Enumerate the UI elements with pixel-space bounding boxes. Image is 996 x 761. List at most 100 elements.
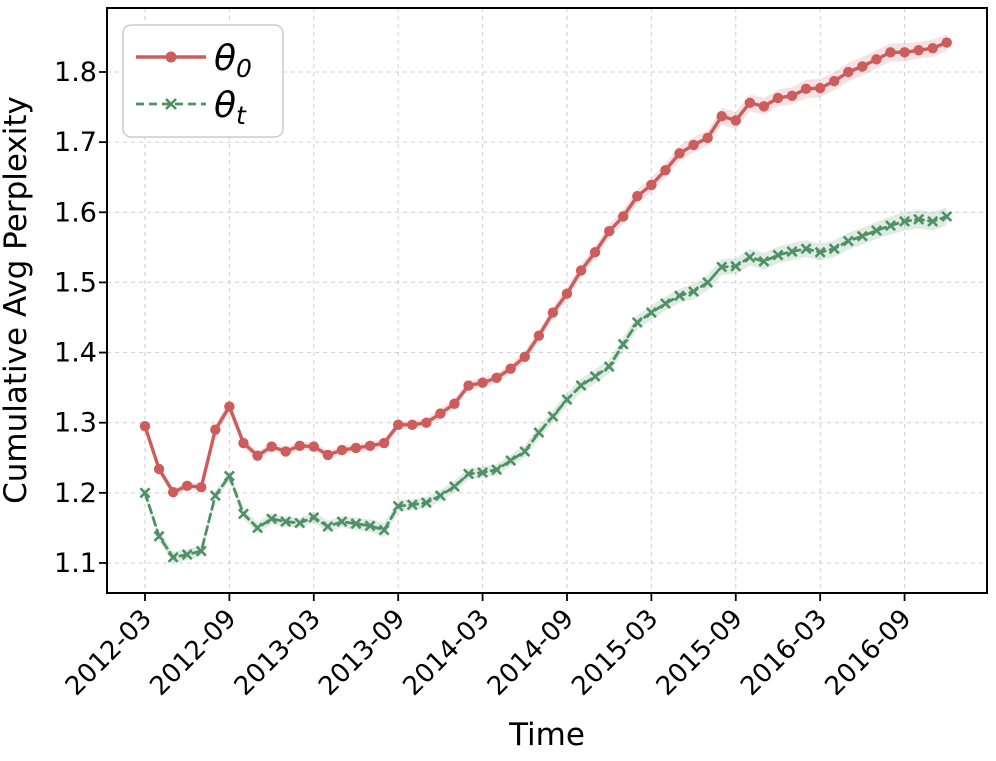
- theta_t-point: [772, 249, 784, 261]
- x-tick-label: 2013-09: [313, 604, 411, 702]
- theta0-point: [280, 446, 291, 457]
- theta_t-point: [505, 455, 517, 467]
- theta_t-point: [294, 517, 306, 529]
- theta_t-point: [420, 497, 432, 509]
- axis-ticks: [99, 71, 906, 601]
- y-tick-label: 1.7: [54, 127, 97, 158]
- theta0-point: [322, 449, 334, 461]
- theta0-point: [899, 47, 910, 58]
- theta0-point: [547, 307, 559, 318]
- theta_t-point: [842, 235, 854, 247]
- theta_t-point: [491, 464, 503, 476]
- theta0-point: [505, 363, 516, 374]
- y-tick-label: 1.1: [54, 548, 97, 579]
- theta_t-point: [252, 522, 264, 534]
- y-tick-label: 1.4: [54, 338, 97, 369]
- theta_t-confidence-band: [145, 207, 947, 563]
- x-tick-label: 2012-09: [144, 604, 242, 702]
- theta0-point: [941, 37, 952, 48]
- theta0-point: [829, 75, 840, 87]
- theta0-point: [885, 47, 896, 58]
- theta0-point: [224, 401, 235, 412]
- theta_t-point: [786, 246, 798, 258]
- theta_t-point: [899, 215, 911, 227]
- grid: [107, 8, 987, 593]
- theta_t-point: [181, 549, 193, 561]
- theta_t-point: [645, 307, 657, 319]
- theta0-point: [477, 377, 488, 388]
- theta0-point: [660, 164, 671, 176]
- theta0-point: [252, 450, 263, 461]
- theta0-point: [927, 42, 938, 54]
- theta_t-point: [856, 230, 868, 242]
- theta0-point: [533, 330, 545, 341]
- theta0-point: [153, 463, 165, 475]
- theta_t-point: [139, 487, 151, 499]
- theta_t-point: [280, 516, 292, 528]
- theta0-point: [913, 45, 924, 56]
- theta0-point: [674, 148, 685, 159]
- plot-border: [106, 7, 988, 594]
- theta_t-point: [533, 427, 545, 439]
- theta_t-point: [195, 545, 207, 557]
- theta_t-point: [378, 524, 390, 536]
- theta0-point: [167, 486, 179, 498]
- y-axis-title: Cumulative Avg Perplexity: [0, 96, 34, 504]
- legend-label-theta0-sub: 0: [236, 54, 252, 83]
- x-tick-label: 2016-03: [735, 604, 833, 702]
- theta0-point: [561, 288, 573, 299]
- x-tick-label: 2016-09: [819, 604, 917, 702]
- theta_t-point: [575, 380, 587, 392]
- theta0-point: [575, 265, 587, 276]
- theta0-point: [744, 97, 756, 109]
- theta_t-point: [730, 260, 742, 272]
- theta_t-point: [266, 513, 278, 525]
- y-tick-label: 1.6: [54, 197, 97, 228]
- series-markers: [139, 37, 953, 563]
- theta_t-point: [702, 276, 714, 288]
- theta0-point: [435, 408, 446, 419]
- theta0-point: [449, 398, 460, 409]
- series-lines: [143, 40, 949, 559]
- legend-label-theta0-base: θ: [214, 38, 236, 79]
- legend-label-thetat-base: θ: [214, 85, 236, 126]
- theta0-point: [871, 54, 882, 65]
- theta_t-point: [659, 297, 671, 309]
- theta0-point: [758, 101, 770, 112]
- y-tick-label: 1.3: [54, 408, 97, 439]
- theta0-point: [210, 424, 221, 435]
- theta0-point: [716, 110, 727, 122]
- theta0-point: [702, 132, 713, 144]
- legend: θ0 θt: [122, 24, 284, 138]
- theta_t-point: [364, 520, 376, 532]
- theta_t-point: [814, 246, 826, 258]
- theta_t-point: [406, 499, 418, 511]
- theta_t-point: [322, 520, 334, 533]
- theta_t-point: [688, 286, 700, 298]
- legend-marker-theta0: [165, 51, 177, 63]
- theta_t-point: [884, 220, 897, 232]
- theta0-point: [688, 139, 699, 151]
- theta_t-point: [870, 224, 882, 237]
- theta0-point: [800, 83, 812, 95]
- x-tick-label: 2015-09: [651, 604, 749, 702]
- theta0-point: [238, 437, 249, 449]
- theta0-point: [463, 380, 474, 391]
- theta0-point: [589, 247, 601, 258]
- theta0-line: [143, 40, 949, 494]
- theta_t-point: [913, 213, 925, 225]
- theta0-point: [491, 372, 502, 384]
- legend-label-thetat: θt: [214, 85, 247, 130]
- theta0-point: [603, 226, 615, 237]
- theta0-point: [364, 440, 376, 452]
- theta0-point: [786, 90, 798, 102]
- theta_t-point: [350, 518, 362, 530]
- theta0-point: [407, 419, 418, 431]
- theta_t-point: [308, 511, 320, 523]
- theta0-point: [772, 92, 784, 104]
- theta_t-point: [603, 361, 615, 373]
- theta0-point: [421, 417, 432, 428]
- theta_t-point: [941, 210, 953, 223]
- theta0-point: [378, 437, 390, 449]
